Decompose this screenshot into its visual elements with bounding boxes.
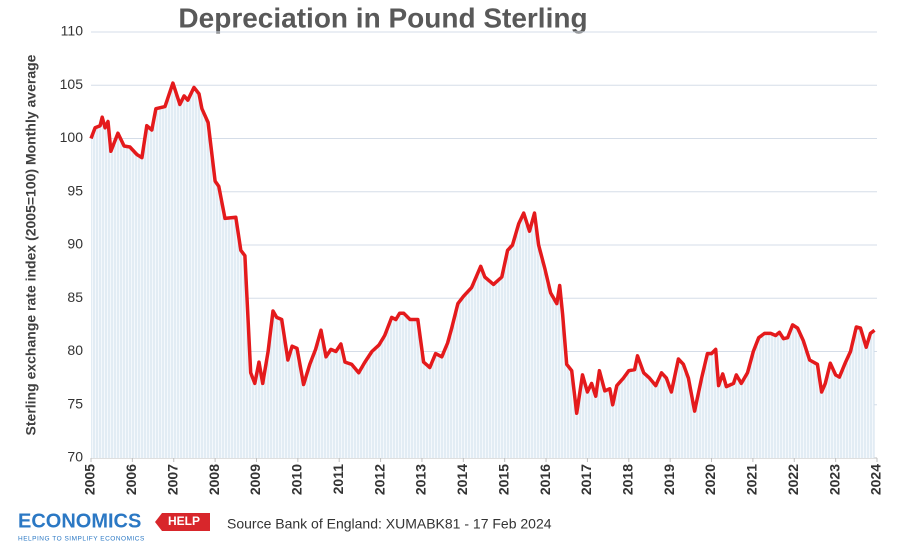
x-tick-label: 2011: [330, 464, 346, 495]
line: [89, 81, 876, 416]
logo-word: ECONOMICS: [18, 510, 141, 532]
x-tick-label: 2022: [785, 464, 801, 495]
x-tick-label: 2009: [247, 464, 263, 495]
x-tick-label: 2024: [868, 464, 884, 495]
y-tick-label: 95: [67, 182, 83, 198]
y-tick-label: 105: [60, 76, 84, 92]
source-note: Source Bank of England: XUMABK81 - 17 Fe…: [227, 516, 552, 532]
x-tick-label: 2018: [619, 464, 635, 495]
x-tick-label: 2007: [164, 464, 180, 495]
x-tick-label: 2012: [371, 464, 387, 495]
x-tick-label: 2005: [82, 464, 98, 495]
x-tick-label: 2014: [454, 464, 470, 495]
y-tick-label: 100: [60, 129, 84, 145]
x-tick-label: 2010: [289, 464, 305, 495]
x-tick-label: 2006: [123, 464, 139, 495]
x-tick-label: 2019: [661, 464, 677, 495]
y-tick-label: 75: [67, 395, 83, 411]
x-tick-label: 2017: [578, 464, 594, 495]
y-tick-label: 90: [67, 236, 83, 252]
y-tick-label: 70: [67, 449, 83, 465]
y-tick-label: 85: [67, 289, 83, 305]
y-axis-label: Sterling exchange rate index (2005=100) …: [23, 54, 39, 435]
x-tick-label: 2013: [413, 464, 429, 495]
x-tick-label: 2021: [744, 464, 760, 495]
y-tick-label: 80: [67, 342, 83, 358]
x-tick-label: 2008: [206, 464, 222, 495]
chart-title: Depreciation in Pound Sterling: [178, 2, 587, 33]
logo-tagline: HELPING TO SIMPLIFY ECONOMICS: [18, 536, 145, 543]
x-tick-label: 2020: [702, 464, 718, 495]
y-tick-label: 110: [61, 23, 84, 39]
x-tick-label: 2016: [537, 464, 553, 495]
x-tick-label: 2015: [495, 464, 511, 495]
logo-tag: HELP: [168, 514, 200, 528]
logo-tag-shape: [155, 513, 210, 531]
x-tick-label: 2023: [826, 464, 842, 495]
